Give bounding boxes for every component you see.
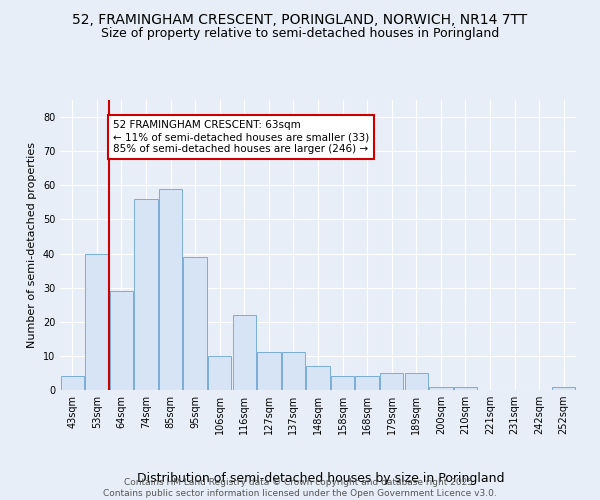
Text: Distribution of semi-detached houses by size in Poringland: Distribution of semi-detached houses by … [137,472,505,485]
Bar [257,352,281,390]
Bar [85,254,109,390]
Bar [355,376,379,390]
Bar [159,188,182,390]
Bar [184,257,207,390]
Y-axis label: Number of semi-detached properties: Number of semi-detached properties [27,142,37,348]
Bar [61,376,84,390]
Bar [134,199,158,390]
Text: 52, FRAMINGHAM CRESCENT, PORINGLAND, NORWICH, NR14 7TT: 52, FRAMINGHAM CRESCENT, PORINGLAND, NOR… [73,12,527,26]
Bar [380,373,403,390]
Text: Contains HM Land Registry data © Crown copyright and database right 2025.
Contai: Contains HM Land Registry data © Crown c… [103,478,497,498]
Bar [552,386,575,390]
Bar [208,356,232,390]
Bar [282,352,305,390]
Text: 52 FRAMINGHAM CRESCENT: 63sqm
← 11% of semi-detached houses are smaller (33)
85%: 52 FRAMINGHAM CRESCENT: 63sqm ← 11% of s… [113,120,369,154]
Text: Size of property relative to semi-detached houses in Poringland: Size of property relative to semi-detach… [101,28,499,40]
Bar [110,291,133,390]
Bar [307,366,329,390]
Bar [233,315,256,390]
Bar [404,373,428,390]
Bar [331,376,354,390]
Bar [454,386,477,390]
Bar [429,386,452,390]
